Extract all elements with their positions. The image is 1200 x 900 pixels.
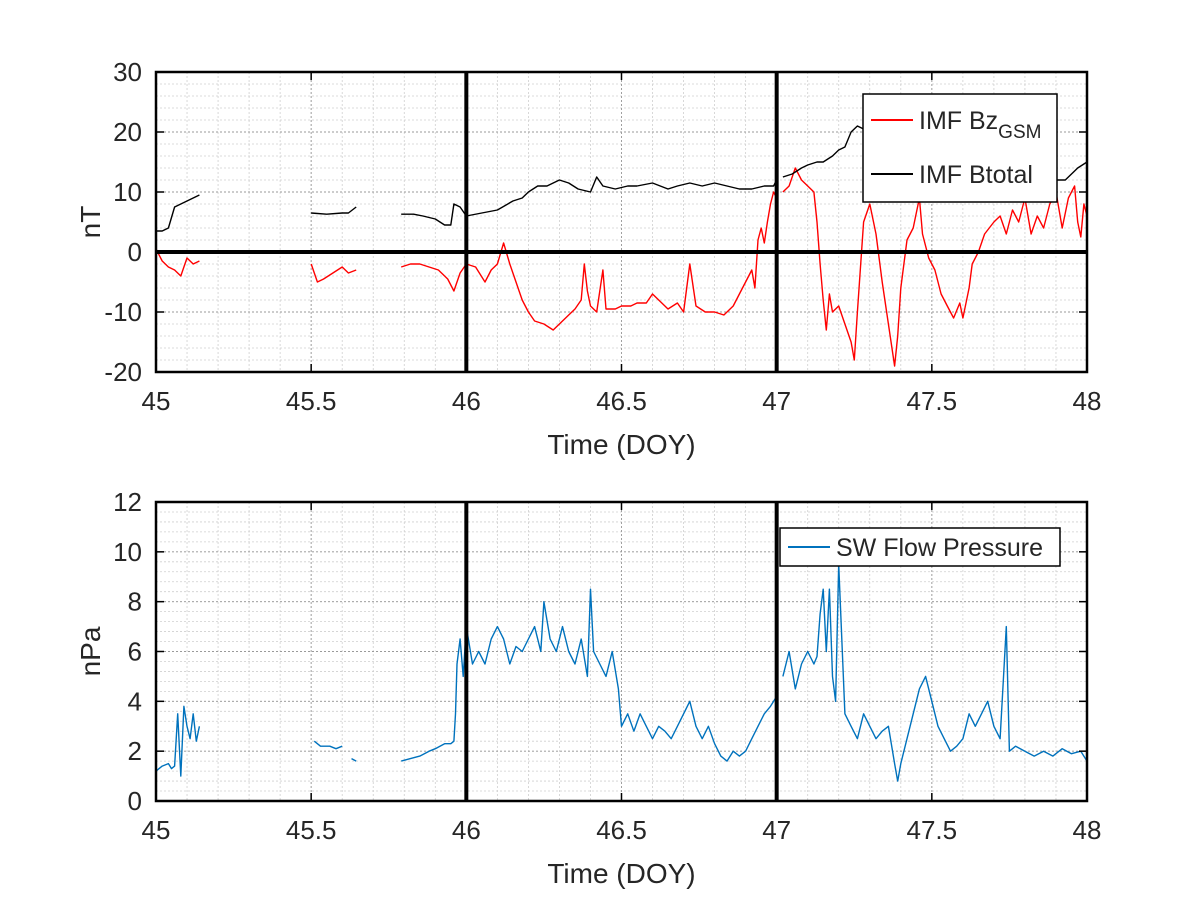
x-tick-label: 47.5 — [907, 815, 958, 845]
y-axis-label: nPa — [75, 626, 106, 676]
series-line-imf-btotal — [401, 176, 778, 226]
chart-1-legend: SW Flow Pressure — [779, 527, 1061, 567]
series-line-imf-btotal — [311, 206, 357, 215]
y-tick-label: 20 — [113, 117, 142, 147]
y-tick-label: 2 — [128, 736, 142, 766]
x-tick-label: 48 — [1073, 386, 1102, 416]
y-tick-label: -20 — [104, 357, 142, 387]
legend-label: SW Flow Pressure — [836, 534, 1043, 562]
y-tick-label: 30 — [113, 57, 142, 87]
y-tick-label: 4 — [128, 686, 142, 716]
series-line-sw-flow-pressure — [155, 705, 201, 777]
legend-label: IMF Btotal — [919, 161, 1033, 189]
y-axis-label: nT — [75, 206, 106, 239]
y-tick-label: 12 — [113, 487, 142, 517]
legend-label-subscript: GSM — [998, 122, 1041, 143]
y-tick-label: -10 — [104, 297, 142, 327]
series-line-imf-bz — [155, 248, 200, 277]
y-tick-label: 6 — [128, 637, 142, 667]
x-tick-label: 45 — [142, 386, 171, 416]
legend-box — [862, 93, 1058, 203]
x-tick-label: 48 — [1073, 815, 1102, 845]
x-axis-label: Time (DOY) — [547, 429, 695, 460]
x-tick-label: 46 — [452, 815, 481, 845]
y-tick-label: 10 — [113, 177, 142, 207]
series-line-imf-bz — [310, 263, 357, 283]
y-tick-label: 0 — [128, 786, 142, 816]
x-tick-label: 45.5 — [286, 386, 337, 416]
x-tick-label: 47.5 — [907, 386, 958, 416]
chart-0-series-0 — [155, 167, 1088, 367]
series-line-imf-bz — [782, 167, 1088, 367]
series-line-imf-bz — [400, 191, 778, 331]
x-tick-label: 47 — [762, 815, 791, 845]
x-tick-label: 46 — [452, 386, 481, 416]
series-line-sw-flow-pressure — [313, 740, 343, 750]
y-tick-label: 0 — [128, 237, 142, 267]
series-line-sw-flow-pressure — [351, 757, 357, 762]
series-line-sw-flow-pressure — [401, 588, 778, 762]
imf-magnetic-field-chart: 45 45.5 46 46.5 47 47.5 48 -20 -10 0 10 20 30 Time (D… — [75, 57, 1101, 460]
series-line-sw-flow-pressure — [782, 563, 1088, 782]
y-tick-label: 8 — [128, 587, 142, 617]
y-tick-label: 10 — [113, 537, 142, 567]
chart-1-series-0 — [155, 563, 1088, 782]
x-tick-label: 45 — [142, 815, 171, 845]
x-tick-label: 47 — [762, 386, 791, 416]
x-tick-label: 46.5 — [596, 386, 647, 416]
x-tick-label: 45.5 — [286, 815, 337, 845]
x-axis-label: Time (DOY) — [547, 858, 695, 889]
x-tick-label: 46.5 — [596, 815, 647, 845]
series-line-imf-btotal — [156, 194, 200, 232]
